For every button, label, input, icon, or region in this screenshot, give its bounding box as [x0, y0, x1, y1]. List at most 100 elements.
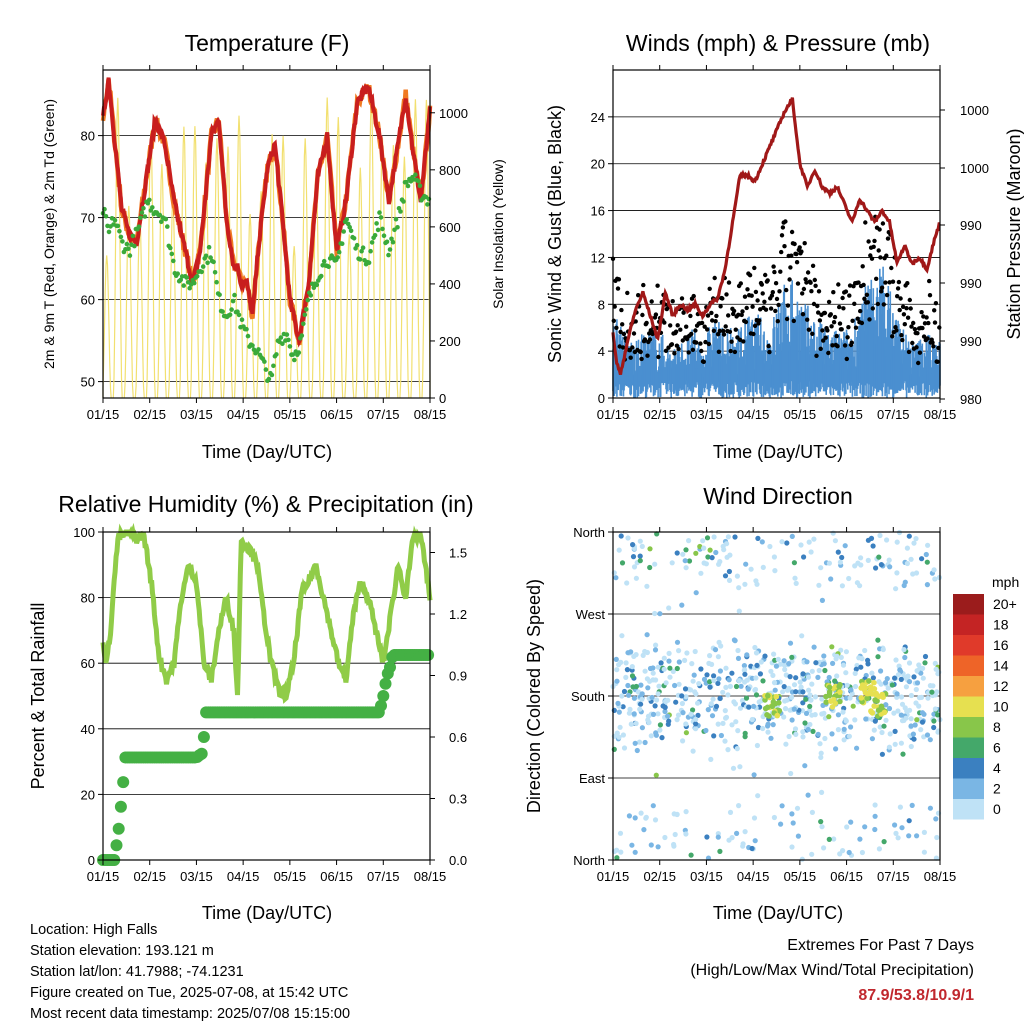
dir-point [846, 575, 852, 582]
dir-point [613, 575, 619, 581]
gust-point [614, 325, 619, 330]
gust-point [843, 289, 849, 294]
dir-point [935, 712, 941, 718]
dir-point [904, 560, 911, 567]
dir-point [883, 680, 889, 686]
solar-curve [410, 99, 421, 399]
dewpoint-point [301, 321, 306, 327]
dir-point [778, 821, 784, 827]
dir-point [791, 682, 798, 688]
dir-point [862, 824, 868, 830]
dir-point [830, 660, 836, 667]
gust-point [721, 332, 727, 337]
dir-point [713, 549, 719, 556]
dir-point [676, 648, 682, 654]
gust-point [920, 325, 925, 331]
dir-point [884, 537, 890, 543]
dir-point-strong [765, 693, 771, 699]
dewpoint-point [124, 241, 130, 247]
gust-point [927, 278, 932, 284]
dir-point [821, 661, 827, 667]
gust-point [935, 359, 940, 364]
dir-point [886, 744, 893, 750]
dewpoint-point [348, 228, 354, 234]
dewpoint-point [401, 199, 406, 204]
dewpoint-point [417, 183, 423, 189]
dir-point [800, 700, 806, 706]
dir-point [800, 671, 806, 677]
dir-point [914, 833, 920, 839]
dewpoint-point [171, 258, 176, 264]
dir-point [693, 721, 699, 727]
dewpoint-point [132, 243, 137, 249]
gust-point [900, 337, 905, 343]
dir-point [887, 564, 893, 570]
dir-point [637, 538, 643, 544]
dewpoint-point [314, 282, 320, 288]
gust-point [870, 306, 875, 311]
dir-point [902, 705, 908, 711]
dir-point [723, 665, 729, 671]
gust-point [656, 354, 661, 360]
dir-point [727, 683, 734, 690]
dir-point [913, 686, 919, 693]
dir-point [800, 689, 806, 695]
solar-curve [245, 213, 256, 399]
dir-point [789, 654, 795, 660]
dir-point [805, 726, 811, 733]
gust-point [904, 306, 909, 311]
dir-point [657, 722, 664, 728]
rh-plot-frame [102, 531, 431, 861]
dir-point [908, 716, 914, 722]
gust-point [619, 307, 624, 313]
dir-point [617, 830, 624, 836]
dir-point [797, 679, 803, 685]
dir-point [843, 649, 850, 655]
dir-point [899, 701, 906, 707]
extremes-title: Extremes For Past 7 Days [787, 937, 974, 954]
dir-point [637, 706, 643, 712]
dir-point [653, 730, 659, 736]
dir-point [652, 647, 659, 653]
gust-point [762, 299, 767, 304]
gust-point [816, 310, 821, 315]
dir-point [742, 679, 748, 685]
dir-point [655, 844, 661, 850]
gust-point [701, 359, 706, 364]
dir-point [749, 716, 755, 723]
dir-point [717, 695, 723, 702]
gust-point [837, 321, 843, 326]
gust-point [916, 360, 921, 366]
dir-point [760, 564, 766, 571]
gust-point [620, 322, 625, 327]
dewpoint-point [425, 202, 430, 207]
dewpoint-point [211, 259, 216, 265]
dir-point [662, 708, 668, 715]
gust-point [801, 286, 807, 292]
dir-point [709, 555, 715, 561]
dir-point [617, 724, 623, 730]
dir-point [914, 717, 920, 723]
gust-point [670, 299, 675, 304]
dir-xtick-label: 06/15 [830, 869, 863, 884]
dir-point [667, 674, 673, 680]
dewpoint-point [141, 205, 146, 211]
dir-point [723, 684, 729, 691]
precip-point [377, 690, 390, 702]
gust-point [902, 322, 907, 327]
dir-point [674, 665, 680, 672]
gust-point [816, 289, 822, 294]
gust-point [726, 313, 731, 318]
dewpoint-point [205, 260, 210, 266]
temp-ytick-label: 70 [81, 211, 95, 226]
gust-point [883, 280, 888, 285]
dewpoint-point [150, 205, 155, 210]
gust-point [729, 339, 734, 344]
gust-point [681, 310, 686, 315]
gust-point [645, 353, 650, 358]
dewpoint-point [372, 233, 378, 238]
dir-xtick-label: 08/15 [924, 869, 957, 884]
gust-point [689, 331, 694, 337]
dir-point [734, 830, 740, 837]
gust-point [863, 220, 868, 225]
